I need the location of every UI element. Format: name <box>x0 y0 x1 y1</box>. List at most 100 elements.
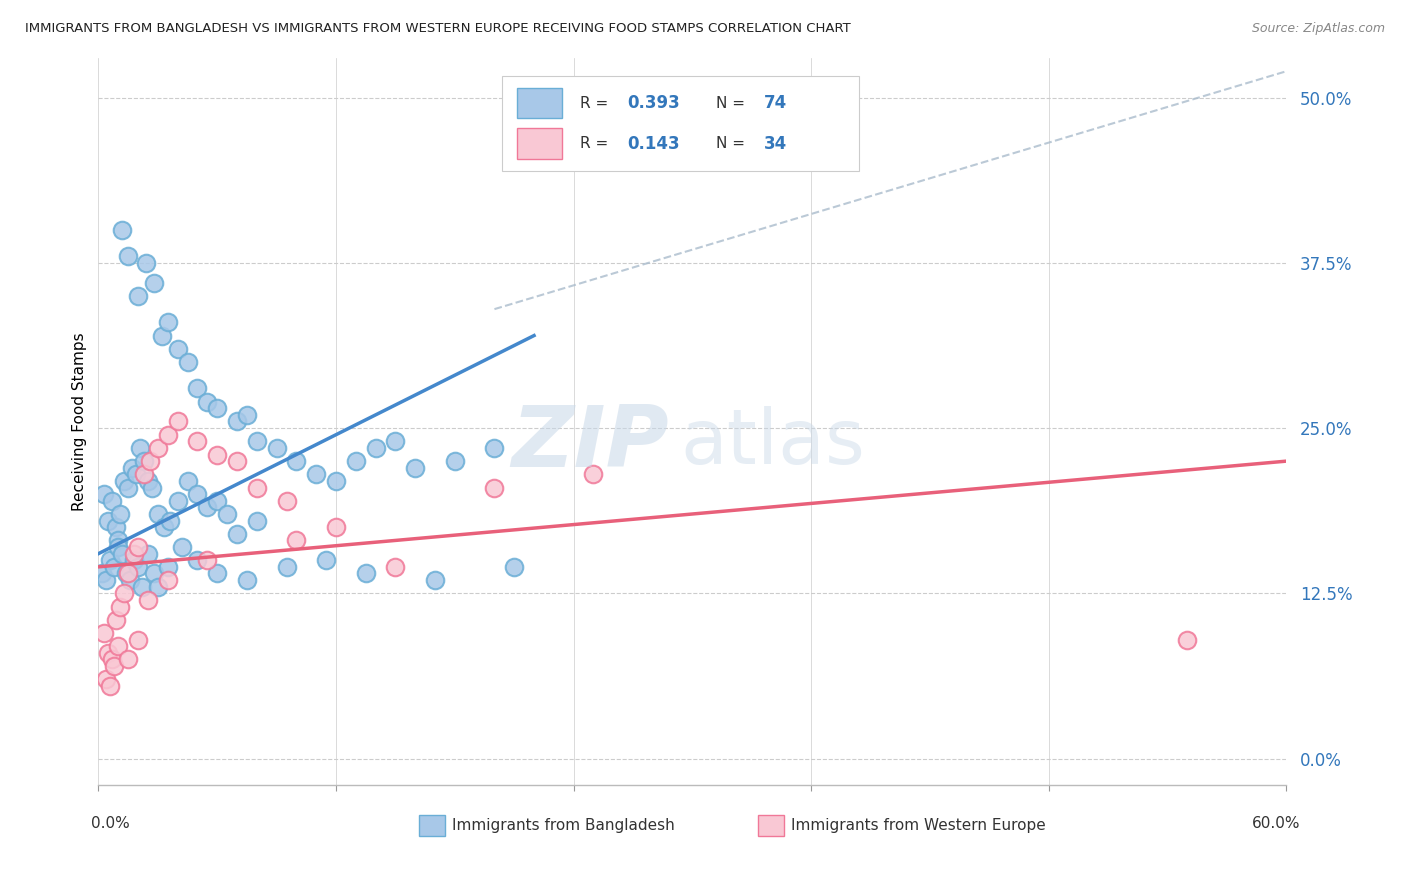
Point <box>115 566 138 581</box>
Point <box>195 394 218 409</box>
Point <box>246 434 269 449</box>
Point <box>127 632 149 647</box>
Point <box>384 560 406 574</box>
Point <box>195 553 218 567</box>
Point <box>166 414 188 428</box>
Point <box>112 474 135 488</box>
Point <box>246 514 269 528</box>
Point <box>285 454 308 468</box>
Point <box>156 427 179 442</box>
Point <box>384 434 406 449</box>
Point <box>305 467 328 482</box>
Text: N =: N = <box>716 136 749 152</box>
Point <box>98 553 121 567</box>
Text: Immigrants from Western Europe: Immigrants from Western Europe <box>792 818 1046 833</box>
Text: R =: R = <box>579 95 613 111</box>
FancyBboxPatch shape <box>419 815 446 836</box>
Text: atlas: atlas <box>681 406 866 480</box>
Point <box>186 553 208 567</box>
Point <box>103 560 125 574</box>
Point <box>97 646 120 660</box>
Point <box>142 276 165 290</box>
Point <box>105 520 128 534</box>
Point <box>93 487 115 501</box>
Point <box>117 481 139 495</box>
Point <box>129 441 152 455</box>
Y-axis label: Receiving Food Stamps: Receiving Food Stamps <box>72 332 87 511</box>
Text: 74: 74 <box>763 94 787 112</box>
Point <box>364 441 387 455</box>
Point <box>111 223 134 237</box>
Point <box>1177 632 1199 647</box>
Point <box>117 566 139 581</box>
Point <box>150 328 173 343</box>
Point <box>107 540 129 554</box>
Point <box>136 547 159 561</box>
Point <box>141 481 163 495</box>
Point <box>166 342 188 356</box>
Text: IMMIGRANTS FROM BANGLADESH VS IMMIGRANTS FROM WESTERN EUROPE RECEIVING FOOD STAM: IMMIGRANTS FROM BANGLADESH VS IMMIGRANTS… <box>25 22 851 36</box>
Point <box>111 547 134 561</box>
Point <box>484 481 506 495</box>
Text: 60.0%: 60.0% <box>1253 816 1301 831</box>
FancyBboxPatch shape <box>516 128 562 159</box>
Point <box>142 566 165 581</box>
Point <box>156 560 179 574</box>
FancyBboxPatch shape <box>502 76 859 170</box>
Point <box>103 659 125 673</box>
Point <box>136 474 159 488</box>
Point <box>226 454 249 468</box>
Text: Immigrants from Bangladesh: Immigrants from Bangladesh <box>453 818 675 833</box>
Point <box>266 441 288 455</box>
Point <box>105 613 128 627</box>
Point <box>108 507 131 521</box>
Point <box>117 652 139 666</box>
Text: 0.0%: 0.0% <box>91 816 131 831</box>
Point <box>484 441 506 455</box>
Point <box>127 540 149 554</box>
Point <box>127 289 149 303</box>
Point <box>101 652 124 666</box>
Point <box>207 401 229 416</box>
FancyBboxPatch shape <box>516 87 562 119</box>
Point <box>423 573 446 587</box>
Point <box>156 315 179 329</box>
Point <box>226 526 249 541</box>
Point <box>139 454 162 468</box>
Point <box>97 514 120 528</box>
Point <box>108 599 131 614</box>
Point <box>207 493 229 508</box>
Point <box>344 454 367 468</box>
Point <box>444 454 467 468</box>
Point <box>176 474 198 488</box>
Point <box>117 249 139 263</box>
Point <box>132 454 155 468</box>
Point <box>101 493 124 508</box>
Point <box>91 566 114 581</box>
Point <box>152 520 174 534</box>
Text: ZIP: ZIP <box>510 401 669 484</box>
Point <box>186 381 208 395</box>
Point <box>404 460 426 475</box>
Point <box>98 679 121 693</box>
Point <box>503 560 526 574</box>
Point <box>146 580 169 594</box>
Point <box>96 672 118 686</box>
Text: 0.393: 0.393 <box>627 94 681 112</box>
Point <box>325 520 347 534</box>
Point <box>131 580 153 594</box>
Point <box>122 547 145 561</box>
Point <box>96 573 118 587</box>
Point <box>217 507 239 521</box>
Point <box>315 553 337 567</box>
Point <box>112 586 135 600</box>
Text: 0.143: 0.143 <box>627 135 679 153</box>
Point <box>285 533 308 548</box>
Point <box>186 434 208 449</box>
Point <box>207 448 229 462</box>
Point <box>166 493 188 508</box>
Point <box>176 355 198 369</box>
Point <box>125 467 148 482</box>
Point <box>159 514 181 528</box>
Point <box>132 467 155 482</box>
